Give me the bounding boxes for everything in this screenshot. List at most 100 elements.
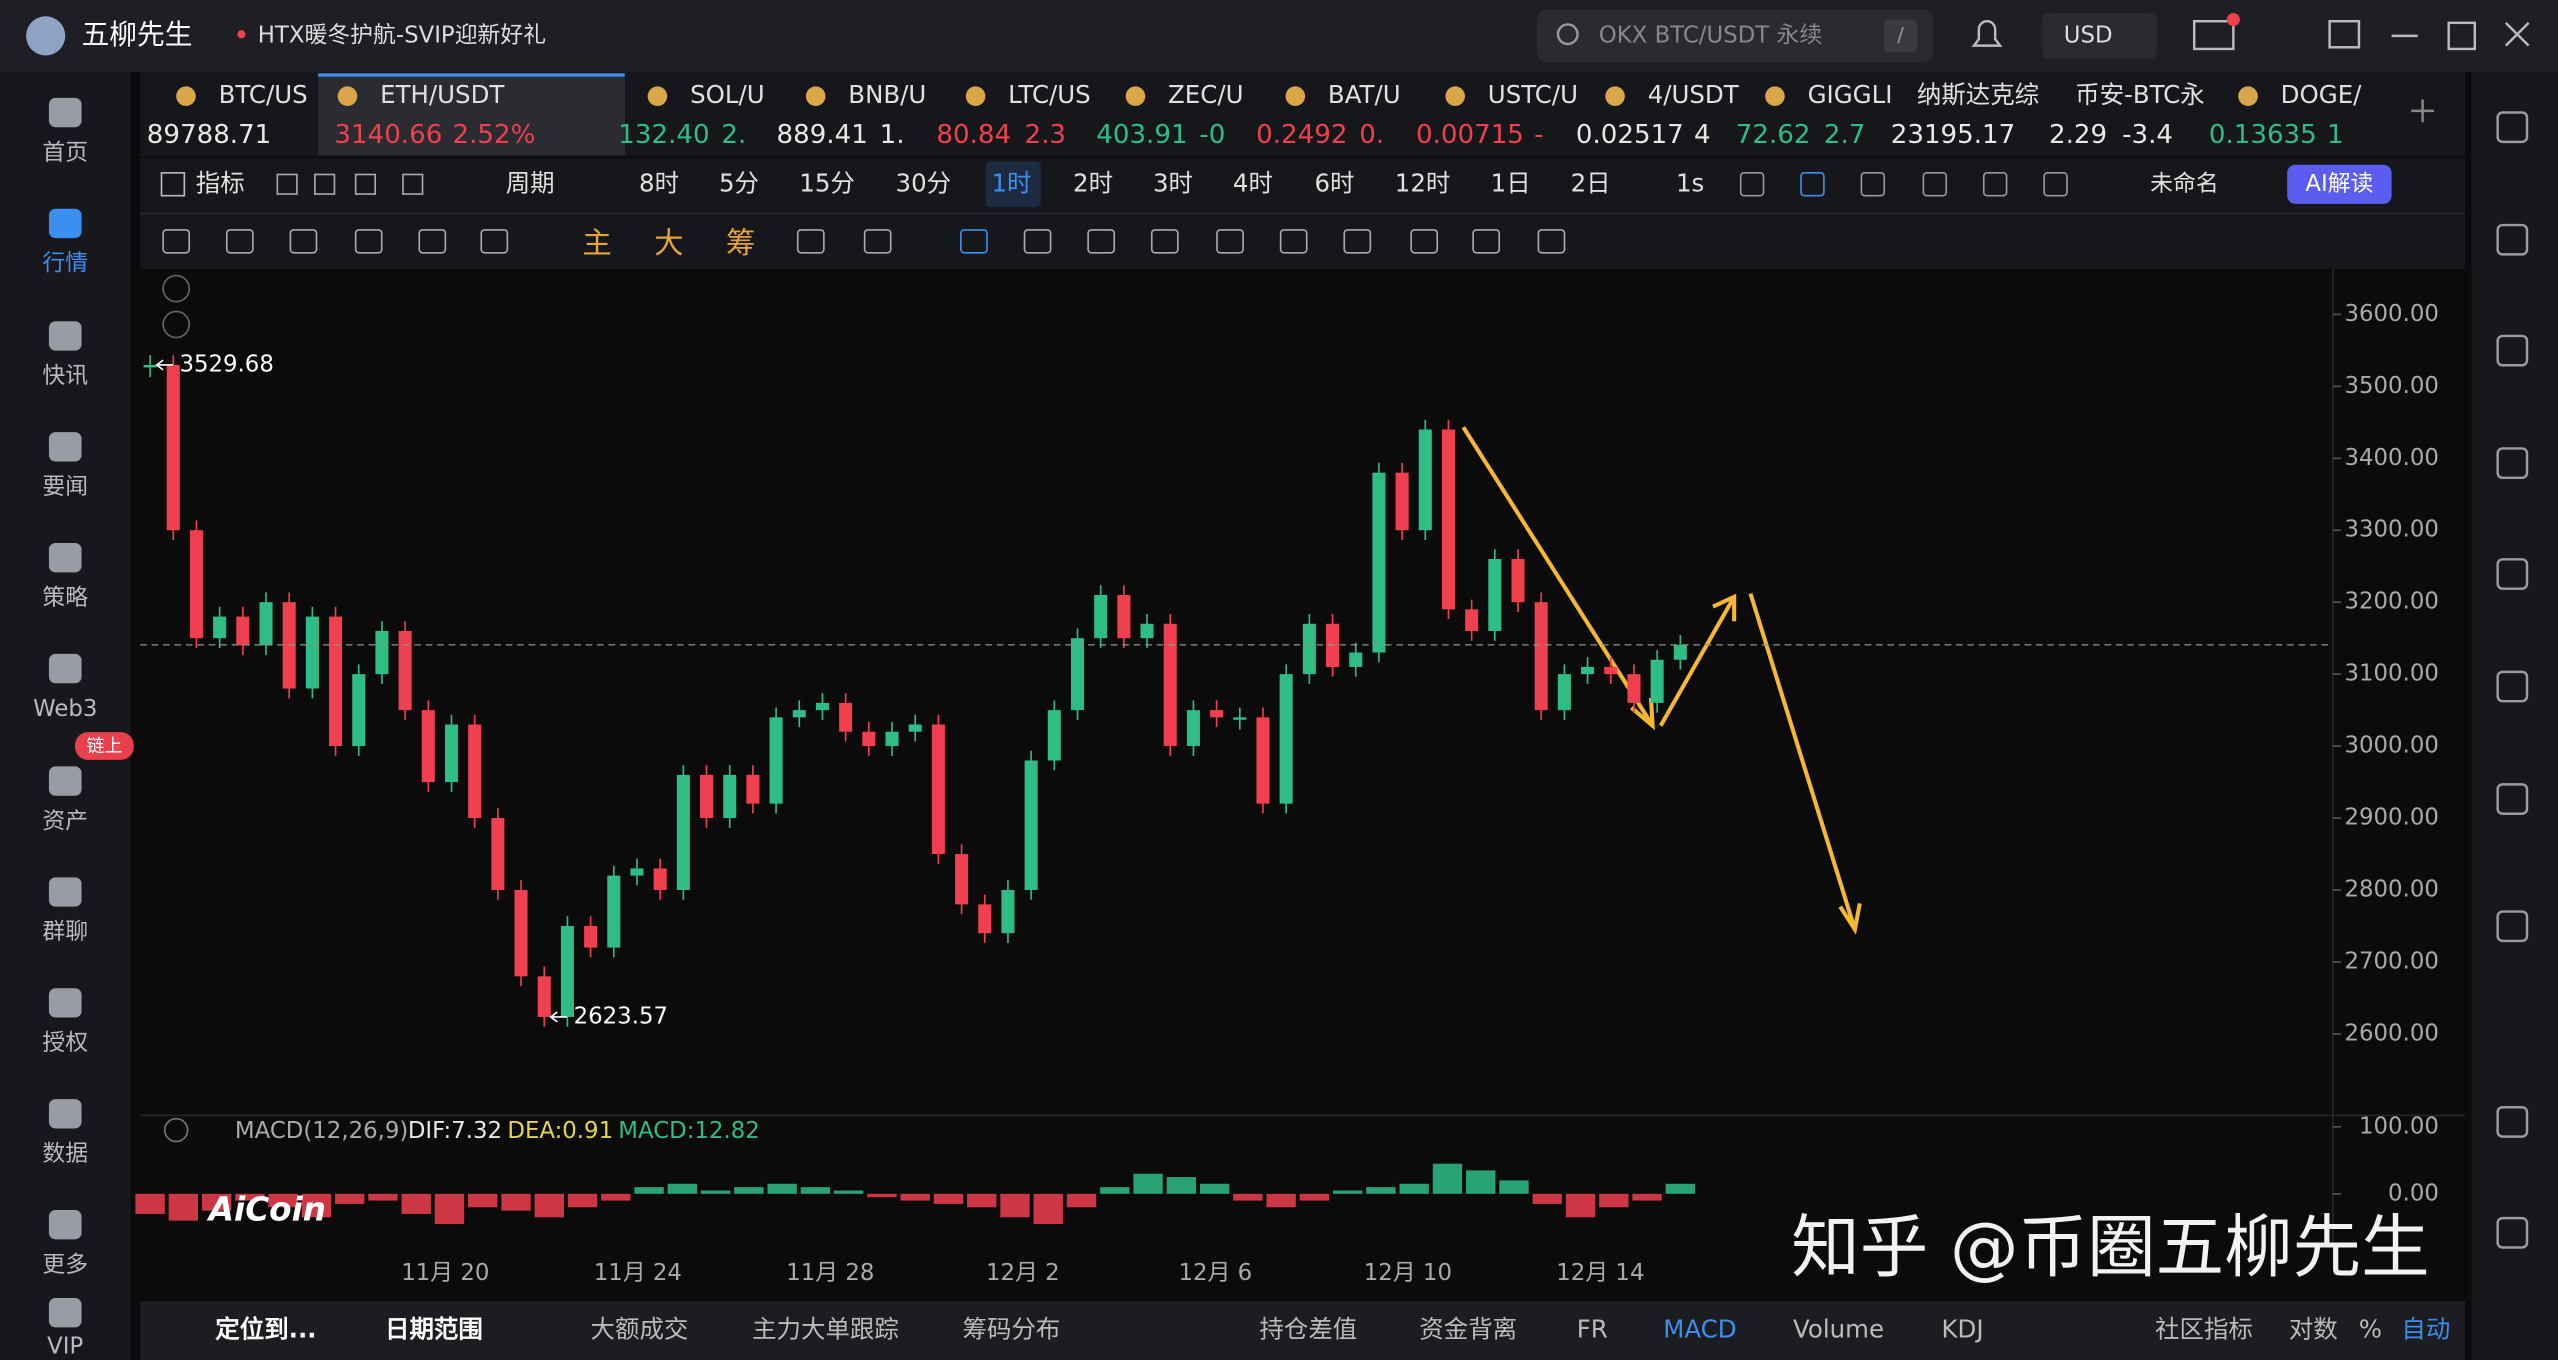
sidebar-icon[interactable] bbox=[48, 321, 82, 351]
search-box[interactable] bbox=[1536, 9, 1934, 62]
currency-select[interactable] bbox=[2042, 13, 2157, 59]
sidebar-icon[interactable] bbox=[48, 208, 82, 239]
sidebar-icon[interactable] bbox=[48, 766, 82, 796]
ticker-change[interactable]: 4 bbox=[1694, 120, 1711, 150]
ticker-name[interactable]: 4/USDT bbox=[1648, 80, 1740, 109]
interval[interactable]: 15分 bbox=[799, 168, 855, 197]
sidebar-label[interactable]: 群聊 bbox=[42, 919, 88, 945]
interval[interactable]: 1日 bbox=[1491, 168, 1531, 197]
draw-tool[interactable] bbox=[1343, 229, 1372, 254]
bottom-tab[interactable]: 持仓差值 bbox=[1259, 1315, 1357, 1344]
right-icon[interactable] bbox=[2496, 910, 2529, 943]
ticker-name[interactable]: 纳斯达克综 bbox=[1917, 80, 2039, 109]
draw-tool[interactable] bbox=[1472, 229, 1501, 254]
interval[interactable]: 2时 bbox=[1073, 168, 1113, 197]
currency[interactable]: USD bbox=[2064, 22, 2113, 48]
interval[interactable]: 12时 bbox=[1395, 168, 1451, 197]
ticker-change[interactable]: 2.3 bbox=[1025, 120, 1066, 150]
window-icon[interactable] bbox=[2328, 19, 2361, 49]
draw-tool[interactable] bbox=[225, 229, 254, 254]
tool-icon[interactable] bbox=[2043, 172, 2068, 197]
ticker-price[interactable]: 72.62 bbox=[1736, 120, 1811, 150]
right-icon[interactable] bbox=[2496, 783, 2529, 815]
sidebar-label[interactable]: 要闻 bbox=[42, 474, 88, 500]
sidebar-icon[interactable] bbox=[48, 97, 82, 128]
bottom-tab[interactable]: KDJ bbox=[1942, 1315, 1984, 1344]
ticker-name[interactable]: DOGE/ bbox=[2281, 80, 2362, 109]
ai-button-label[interactable]: AI解读 bbox=[2305, 171, 2373, 197]
bottom-tab[interactable]: 资金背离 bbox=[1419, 1315, 1517, 1344]
sidebar-label[interactable]: 更多 bbox=[42, 1252, 88, 1278]
sidebar-label[interactable]: 策略 bbox=[42, 585, 88, 611]
ticker-price[interactable]: 889.41 bbox=[777, 120, 868, 150]
macd-toggle[interactable] bbox=[163, 1117, 189, 1143]
bottom-tab[interactable]: 对数 bbox=[2289, 1315, 2338, 1344]
bottom-tab[interactable]: FR bbox=[1577, 1315, 1608, 1344]
ticker-name[interactable]: BAT/U bbox=[1328, 80, 1401, 109]
tool-icon[interactable] bbox=[1922, 172, 1948, 197]
ticker-name[interactable]: USTC/U bbox=[1488, 80, 1578, 109]
ai-button[interactable] bbox=[2287, 164, 2392, 204]
draw-tool[interactable] bbox=[1023, 229, 1052, 254]
sidebar-icon[interactable] bbox=[48, 877, 82, 907]
interval[interactable]: 30分 bbox=[896, 168, 952, 197]
sidebar-label[interactable]: 数据 bbox=[42, 1141, 88, 1167]
ticker-change[interactable]: - bbox=[1534, 120, 1543, 150]
ticker-price[interactable]: 80.84 bbox=[936, 120, 1011, 150]
bottom-tab[interactable]: 日期范围 bbox=[385, 1315, 483, 1344]
right-icon[interactable] bbox=[2496, 670, 2529, 703]
right-icon[interactable] bbox=[2496, 334, 2529, 367]
tool-icon[interactable] bbox=[1800, 172, 1825, 197]
draw-tool[interactable] bbox=[960, 229, 988, 254]
draw-tool-label[interactable]: 筹 bbox=[726, 226, 755, 260]
bottom-tab[interactable]: MACD bbox=[1663, 1315, 1736, 1344]
bell-icon[interactable] bbox=[1971, 20, 2003, 47]
expand-icon[interactable] bbox=[162, 274, 191, 303]
ticker-price[interactable]: 89788.71 bbox=[147, 120, 271, 150]
interval[interactable]: 3时 bbox=[1153, 168, 1193, 197]
ticker-price[interactable]: 0.02517 bbox=[1576, 120, 1684, 150]
sidebar-label[interactable]: Web3 bbox=[33, 696, 97, 722]
tool-icon[interactable] bbox=[1739, 172, 1765, 197]
sidebar-label[interactable]: VIP bbox=[47, 1333, 83, 1359]
ticker-name[interactable]: GIGGLI bbox=[1808, 80, 1893, 109]
sidebar-icon[interactable] bbox=[48, 1298, 82, 1328]
sidebar-label[interactable]: 快讯 bbox=[42, 363, 88, 389]
draw-tool[interactable] bbox=[1279, 229, 1308, 254]
ticker-name[interactable]: ZEC/U bbox=[1168, 80, 1243, 109]
sidebar-icon[interactable] bbox=[48, 432, 82, 462]
ticker-price[interactable]: 3140.66 bbox=[334, 120, 442, 150]
ticker-name[interactable]: 币安-BTC永 bbox=[2075, 80, 2205, 109]
sidebar-icon[interactable] bbox=[48, 653, 82, 684]
sidebar-icon[interactable] bbox=[48, 1099, 82, 1129]
sidebar-icon[interactable] bbox=[48, 1209, 82, 1240]
close[interactable] bbox=[2504, 21, 2530, 47]
sidebar-icon[interactable] bbox=[48, 543, 82, 573]
maximize[interactable] bbox=[2447, 21, 2477, 51]
ticker-price[interactable]: 0.00715 bbox=[1416, 120, 1524, 150]
right-icon[interactable] bbox=[2496, 111, 2529, 144]
ticker-name[interactable]: BNB/U bbox=[848, 80, 926, 109]
draw-tool[interactable] bbox=[1537, 229, 1566, 254]
ticker-price[interactable]: 23195.17 bbox=[1891, 120, 2015, 150]
interval[interactable]: 6时 bbox=[1314, 168, 1354, 197]
draw-tool[interactable] bbox=[1150, 229, 1179, 254]
add-tab[interactable] bbox=[2411, 99, 2435, 123]
interval[interactable]: 1s bbox=[1676, 168, 1704, 197]
bottom-tab[interactable]: 大额成交 bbox=[591, 1315, 689, 1344]
draw-tool[interactable] bbox=[796, 229, 825, 254]
sidebar-label[interactable]: 行情 bbox=[42, 251, 88, 277]
ticker-price[interactable]: 403.91 bbox=[1096, 120, 1187, 150]
draw-tool[interactable] bbox=[418, 229, 447, 254]
ticker-change[interactable]: 2.7 bbox=[1824, 120, 1865, 150]
ticker-change[interactable]: 2.52% bbox=[453, 120, 536, 150]
interval[interactable]: 8时 bbox=[639, 168, 679, 197]
ticker-price[interactable]: 2.29 bbox=[2049, 120, 2107, 150]
ticker-price[interactable]: 0.13635 bbox=[2209, 120, 2317, 150]
tool-icon[interactable] bbox=[314, 173, 336, 195]
bottom-tab[interactable]: 自动 bbox=[2401, 1315, 2450, 1344]
sidebar-label[interactable]: 资产 bbox=[42, 808, 88, 834]
right-icon[interactable] bbox=[2496, 1216, 2529, 1249]
interval[interactable]: 5分 bbox=[719, 168, 759, 197]
bottom-tab[interactable]: % bbox=[2359, 1315, 2382, 1344]
